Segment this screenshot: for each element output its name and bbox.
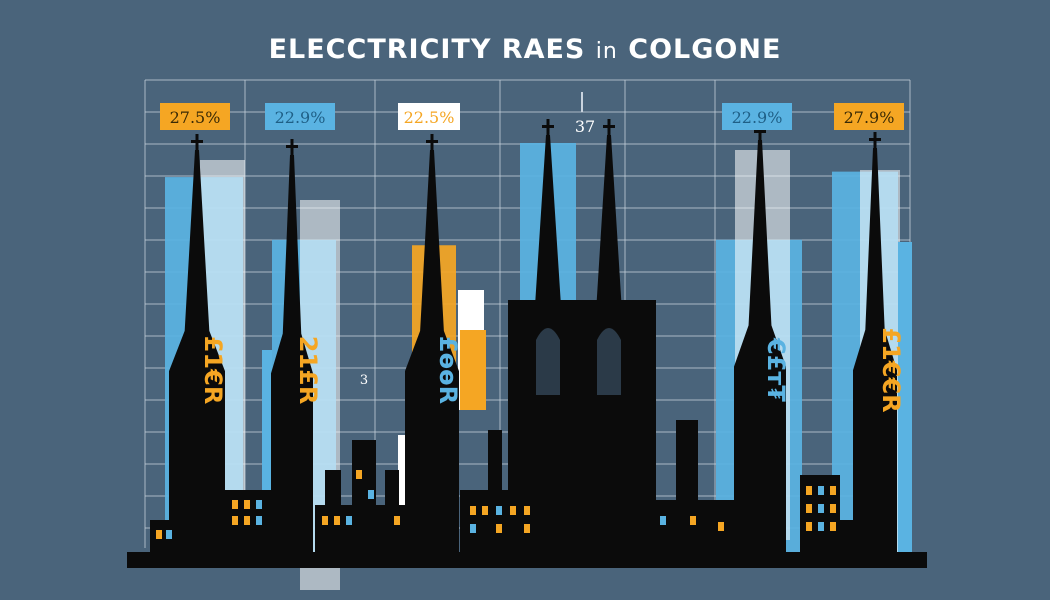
- data-label-box: [722, 103, 792, 130]
- church-spire-3: [405, 134, 459, 552]
- lit-window: [830, 486, 836, 495]
- lit-window: [496, 506, 502, 515]
- lit-window: [394, 516, 400, 525]
- city-silhouette: £1€R 21£R £ɵɵR €£т₮ £1€€R: [150, 119, 905, 552]
- spire-cross-bar: [286, 145, 298, 148]
- title-small-word: in: [595, 39, 618, 64]
- tower-text: £ɵɵR: [434, 336, 462, 404]
- lit-window: [256, 516, 262, 525]
- spire-cross-bar: [754, 130, 766, 133]
- church-spire-1: [169, 134, 225, 552]
- spire-cross-bar: [603, 125, 615, 128]
- accent-bar: [460, 330, 486, 410]
- lit-window: [830, 504, 836, 513]
- lit-window: [368, 490, 374, 499]
- lit-window: [806, 486, 812, 495]
- title-main: ELECCTRICITY RAES: [268, 34, 586, 65]
- church-spire-2: [271, 139, 313, 552]
- lit-window: [470, 524, 476, 533]
- spire-cross-bar: [542, 125, 554, 128]
- lit-window: [718, 522, 724, 531]
- lit-window: [166, 530, 172, 539]
- data-label-box: [834, 103, 904, 130]
- building: [325, 470, 341, 552]
- accent-bar: [262, 350, 272, 550]
- lit-window: [818, 522, 824, 531]
- lit-window: [470, 506, 476, 515]
- lit-window: [660, 516, 666, 525]
- building: [835, 520, 855, 552]
- spire-body: [734, 140, 786, 552]
- chart-title: ELECCTRICITY RAES in COLGONE: [0, 34, 1050, 65]
- data-label: 27.5%: [170, 108, 221, 127]
- lit-window: [244, 516, 250, 525]
- lit-window: [496, 524, 502, 533]
- building: [385, 470, 399, 552]
- lit-window: [232, 500, 238, 509]
- tower-text: £1€€R: [877, 327, 905, 412]
- lit-window: [334, 516, 340, 525]
- spire-cross-bar: [191, 140, 203, 143]
- data-label-box: [265, 103, 335, 130]
- tower-text: €£т₮: [762, 337, 790, 402]
- spire-cross-bar: [869, 138, 881, 141]
- lit-window: [346, 516, 352, 525]
- axis-mark: 3: [360, 373, 368, 388]
- accent-bar: [898, 242, 912, 552]
- spire-body: [169, 150, 225, 552]
- building: [710, 500, 740, 552]
- church-spire-5: [734, 124, 786, 552]
- lit-window: [524, 524, 530, 533]
- spire-cross-bar: [426, 140, 438, 143]
- lit-window: [256, 500, 262, 509]
- data-label-box: [160, 103, 230, 130]
- data-label-box: [398, 103, 460, 130]
- building: [676, 420, 698, 552]
- tower-text: 21£R: [294, 336, 322, 405]
- building: [488, 430, 502, 552]
- data-label: 22.5%: [404, 108, 455, 127]
- data-label: 37: [575, 117, 595, 136]
- spire-body: [271, 155, 313, 552]
- lit-window: [156, 530, 162, 539]
- lit-window: [818, 486, 824, 495]
- ground-base: [127, 552, 927, 568]
- lit-window: [818, 504, 824, 513]
- title-end: COLGONE: [628, 34, 782, 65]
- lit-window: [482, 506, 488, 515]
- spire-body: [405, 150, 459, 552]
- lit-window: [806, 504, 812, 513]
- lit-window: [244, 500, 250, 509]
- data-label: 22.9%: [732, 108, 783, 127]
- lit-window: [232, 516, 238, 525]
- church-spire-6: [853, 132, 897, 552]
- lit-window: [806, 522, 812, 531]
- data-label: 22.9%: [275, 108, 326, 127]
- data-label: 27.9%: [844, 108, 895, 127]
- spire-body: [853, 148, 897, 552]
- data-labels: 27.5% 22.9% 22.5% 37 22.9% 27.9% 3: [160, 103, 904, 388]
- lit-window: [322, 516, 328, 525]
- cathedral-window-left: [536, 328, 560, 395]
- tower-text: £1€R: [199, 336, 227, 405]
- lit-window: [356, 470, 362, 479]
- lit-window: [690, 516, 696, 525]
- lit-window: [830, 522, 836, 531]
- cathedral-window-right: [597, 328, 621, 395]
- lit-window: [510, 506, 516, 515]
- lit-window: [524, 506, 530, 515]
